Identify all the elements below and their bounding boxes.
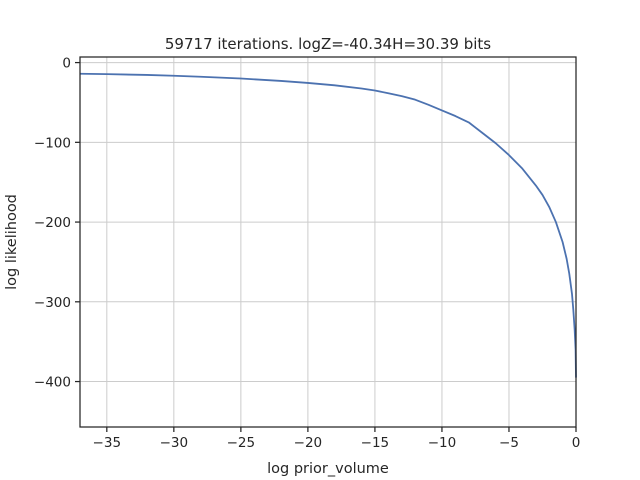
ticks: −35 −30 −25 −20 −15 −10 −5 0 0 −100 −200 −300 −400 bbox=[34, 56, 580, 451]
x-tick-label: −15 bbox=[361, 435, 390, 451]
series-layer bbox=[79, 72, 577, 378]
y-axis-label: log likelihood bbox=[4, 194, 20, 290]
x-tick-label: −30 bbox=[160, 435, 189, 451]
plot-background bbox=[80, 57, 576, 427]
chart-title: 59717 iterations. logZ=-40.34H=30.39 bit… bbox=[165, 35, 491, 53]
y-tick-label: −400 bbox=[34, 375, 71, 391]
y-tick-label: 0 bbox=[62, 56, 71, 72]
x-tick-label: −20 bbox=[294, 435, 323, 451]
y-tick-label: −300 bbox=[34, 295, 71, 311]
x-tick-label: −5 bbox=[499, 435, 519, 451]
x-tick-label: −10 bbox=[428, 435, 457, 451]
y-tick-label: −200 bbox=[34, 215, 71, 231]
y-tick-label: −100 bbox=[34, 135, 71, 151]
plot-frame bbox=[79, 56, 577, 428]
series-line-0 bbox=[79, 72, 577, 378]
x-axis-label: log prior_volume bbox=[267, 461, 389, 477]
x-tick-label: 0 bbox=[572, 435, 581, 451]
x-tick-label: −25 bbox=[227, 435, 256, 451]
x-tick-label: −35 bbox=[93, 435, 122, 451]
